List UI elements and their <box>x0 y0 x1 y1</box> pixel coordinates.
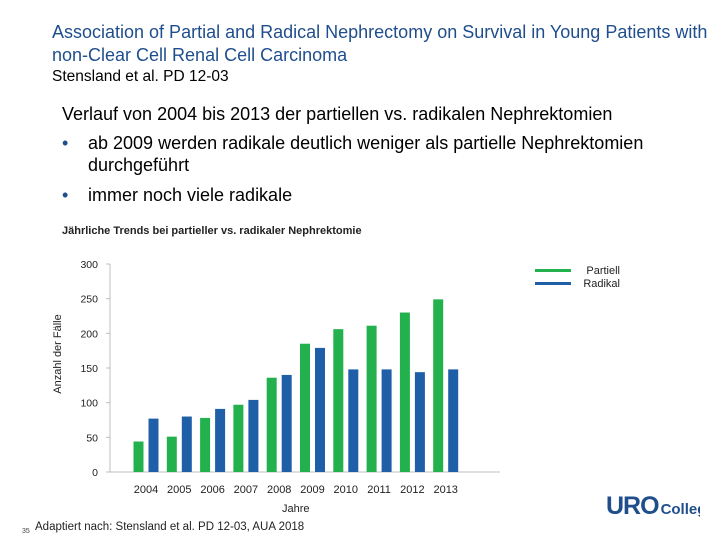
x-tick-label: 2004 <box>134 484 158 496</box>
page-number: 35 <box>22 528 30 535</box>
bar-partiell-2008 <box>266 377 277 472</box>
x-tick-label: 2005 <box>167 484 191 496</box>
y-tick-label: 150 <box>80 363 98 375</box>
bar-radikal-2004 <box>148 418 159 472</box>
intro-text: Verlauf von 2004 bis 2013 der partiellen… <box>62 104 613 124</box>
x-tick-label: 2006 <box>200 484 224 496</box>
legend-item-partiell: Partiell <box>535 264 620 277</box>
bullet-text: ab 2009 werden radikale deutlich weniger… <box>88 133 644 175</box>
x-tick-label: 2012 <box>400 484 424 496</box>
bar-partiell-2010 <box>333 329 344 472</box>
legend-label-radikal: Radikal <box>583 277 620 290</box>
y-tick-label: 100 <box>80 398 98 410</box>
bar-radikal-2012 <box>414 372 425 472</box>
bar-radikal-2007 <box>248 399 259 472</box>
chart-title: Jährliche Trends bei partieller vs. radi… <box>62 225 362 237</box>
bar-partiell-2004 <box>133 441 144 472</box>
x-axis-title: Jahre <box>282 503 310 515</box>
slide-title: Association of Partial and Radical Nephr… <box>52 22 708 65</box>
y-axis-title: Anzahl der Fälle <box>52 314 64 394</box>
x-tick-label: 2011 <box>367 484 391 496</box>
bullet-symbol: • <box>62 185 69 205</box>
x-tick-label: 2009 <box>300 484 324 496</box>
y-tick-label: 50 <box>86 432 98 444</box>
y-tick-label: 0 <box>92 467 98 479</box>
bar-radikal-2013 <box>448 369 459 472</box>
bullet-symbol: • <box>62 133 69 153</box>
legend-item-radikal: Radikal <box>535 277 620 290</box>
logo-bold-text: URO <box>606 492 660 520</box>
source-citation: Adaptiert nach: Stensland et al. PD 12-0… <box>35 521 305 533</box>
x-tick-label: 2007 <box>234 484 258 496</box>
y-tick-label: 250 <box>80 294 98 306</box>
legend-swatch-partiell <box>535 269 571 272</box>
bar-radikal-2006 <box>215 408 226 472</box>
bar-radikal-2005 <box>181 416 192 472</box>
x-tick-label: 2013 <box>433 484 457 496</box>
bar-partiell-2012 <box>399 312 410 472</box>
bar-partiell-2005 <box>166 436 177 472</box>
x-tick-label: 2010 <box>334 484 358 496</box>
bar-radikal-2009 <box>315 347 325 472</box>
bar-partiell-2011 <box>366 325 377 472</box>
bar-radikal-2011 <box>381 369 392 472</box>
y-tick-label: 300 <box>80 259 98 271</box>
bar-radikal-2010 <box>348 369 359 472</box>
y-tick-label: 200 <box>80 328 98 340</box>
bullet-item: • ab 2009 werden radikale deutlich wenig… <box>62 132 682 176</box>
bullet-text: immer noch viele radikale <box>88 185 293 205</box>
bar-partiell-2013 <box>433 299 444 472</box>
logo-rest-text: College <box>660 501 700 518</box>
legend-label-partiell: Partiell <box>586 264 620 277</box>
legend-swatch-radikal <box>535 282 571 285</box>
bullet-item: • immer noch viele radikale <box>62 184 682 206</box>
bar-radikal-2008 <box>281 374 292 472</box>
urocollege-logo: URO College <box>606 492 700 520</box>
bar-partiell-2006 <box>200 417 211 472</box>
chart-legend: Partiell Radikal <box>535 264 620 290</box>
slide-subtitle: Stensland et al. PD 12-03 <box>52 68 229 85</box>
bar-partiell-2009 <box>300 343 310 472</box>
x-tick-label: 2008 <box>267 484 291 496</box>
bar-partiell-2007 <box>233 404 244 472</box>
